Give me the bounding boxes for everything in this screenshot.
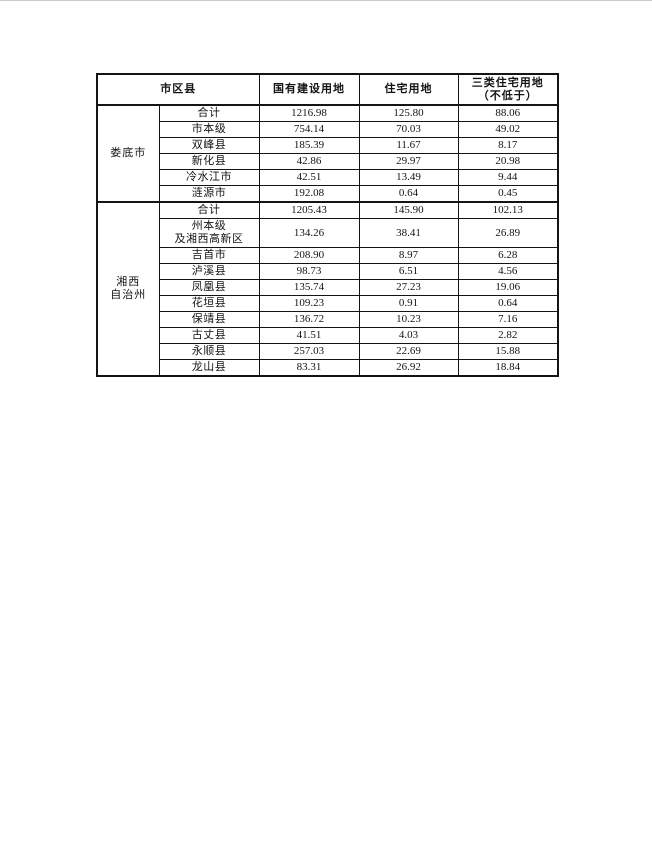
cell-construction-land: 98.73 (258, 263, 360, 280)
cell-construction-land: 1216.98 (258, 104, 360, 122)
table-row: 新化县 42.86 29.97 20.98 (97, 153, 559, 170)
cell-three-type-land: 2.82 (457, 327, 559, 344)
cell-residential-land: 70.03 (358, 121, 459, 138)
row-label: 吉首市 (158, 247, 260, 264)
row-label: 泸溪县 (158, 263, 260, 280)
row-label: 永顺县 (158, 343, 260, 360)
cell-construction-land: 192.08 (258, 185, 360, 203)
table-row: 湘西 自治州 合计 1205.43 145.90 102.13 (96, 201, 559, 377)
cell-three-type-land: 20.98 (457, 153, 559, 170)
cell-three-type-land: 0.45 (457, 185, 559, 203)
cell-residential-land: 11.67 (358, 137, 459, 154)
cell-three-type-land: 18.84 (457, 359, 559, 377)
table-header-row: 市区县 国有建设用地 住宅用地 三类住宅用地 （不低于） (96, 73, 559, 106)
cell-residential-land: 26.92 (358, 359, 459, 377)
row-label: 花垣县 (158, 295, 260, 312)
row-label: 冷水江市 (158, 169, 260, 186)
cell-construction-land: 41.51 (258, 327, 360, 344)
row-label: 保靖县 (158, 311, 260, 328)
cell-construction-land: 42.51 (258, 169, 360, 186)
cell-construction-land: 185.39 (258, 137, 360, 154)
row-label: 州本级 及湘西高新区 (158, 218, 260, 248)
cell-residential-land: 125.80 (358, 104, 459, 122)
cell-three-type-land: 26.89 (457, 218, 559, 248)
cell-residential-land: 6.51 (358, 263, 459, 280)
table-row: 保靖县 136.72 10.23 7.16 (97, 311, 559, 328)
cell-construction-land: 257.03 (258, 343, 360, 360)
cell-construction-land: 83.31 (258, 359, 360, 377)
header-construction-land: 国有建设用地 (258, 73, 360, 106)
row-label: 涟源市 (158, 185, 260, 203)
cell-residential-land: 27.23 (358, 279, 459, 296)
cell-three-type-land: 8.17 (457, 137, 559, 154)
cell-residential-land: 8.97 (358, 247, 459, 264)
cell-residential-land: 13.49 (358, 169, 459, 186)
cell-construction-land: 136.72 (258, 311, 360, 328)
table-row: 娄底市 合计 1216.98 125.80 88.06 (96, 104, 559, 203)
table-row: 市本级 754.14 70.03 49.02 (97, 121, 559, 138)
table-row: 古丈县 41.51 4.03 2.82 (97, 327, 559, 344)
cell-residential-land: 0.64 (358, 185, 459, 203)
cell-residential-land: 10.23 (358, 311, 459, 328)
cell-construction-land: 134.26 (258, 218, 360, 248)
cell-three-type-land: 102.13 (457, 201, 559, 219)
header-three-type-land: 三类住宅用地 （不低于） (457, 73, 559, 106)
cell-residential-land: 29.97 (358, 153, 459, 170)
cell-residential-land: 38.41 (358, 218, 459, 248)
table-row: 龙山县 83.31 26.92 18.84 (97, 359, 559, 377)
cell-three-type-land: 19.06 (457, 279, 559, 296)
table-row: 吉首市 208.90 8.97 6.28 (97, 247, 559, 264)
cell-three-type-land: 88.06 (457, 104, 559, 122)
row-label: 古丈县 (158, 327, 260, 344)
table-row: 双峰县 185.39 11.67 8.17 (97, 137, 559, 154)
cell-construction-land: 208.90 (258, 247, 360, 264)
row-label: 龙山县 (158, 359, 260, 377)
cell-residential-land: 0.91 (358, 295, 459, 312)
cell-construction-land: 1205.43 (258, 201, 360, 219)
cell-residential-land: 4.03 (358, 327, 459, 344)
row-label: 合计 (158, 104, 260, 122)
table-row: 泸溪县 98.73 6.51 4.56 (97, 263, 559, 280)
cell-three-type-land: 0.64 (457, 295, 559, 312)
cell-construction-land: 42.86 (258, 153, 360, 170)
cell-three-type-land: 49.02 (457, 121, 559, 138)
group-label: 湘西 自治州 (96, 201, 160, 377)
cell-construction-land: 135.74 (258, 279, 360, 296)
row-label: 市本级 (158, 121, 260, 138)
table-row: 花垣县 109.23 0.91 0.64 (97, 295, 559, 312)
table-row: 冷水江市 42.51 13.49 9.44 (97, 169, 559, 186)
cell-three-type-land: 9.44 (457, 169, 559, 186)
header-residential-land: 住宅用地 (358, 73, 459, 106)
cell-construction-land: 109.23 (258, 295, 360, 312)
cell-three-type-land: 4.56 (457, 263, 559, 280)
group-label: 娄底市 (96, 104, 160, 203)
table-row: 州本级 及湘西高新区 134.26 38.41 26.89 (97, 218, 559, 248)
row-label: 新化县 (158, 153, 260, 170)
cell-three-type-land: 6.28 (457, 247, 559, 264)
cell-construction-land: 754.14 (258, 121, 360, 138)
row-label: 合计 (158, 201, 260, 219)
header-region: 市区县 (96, 73, 260, 106)
row-label: 双峰县 (158, 137, 260, 154)
page-top-divider (0, 0, 652, 1)
table-row: 涟源市 192.08 0.64 0.45 (97, 185, 559, 203)
cell-three-type-land: 7.16 (457, 311, 559, 328)
cell-residential-land: 145.90 (358, 201, 459, 219)
row-label: 凤凰县 (158, 279, 260, 296)
table-row: 凤凰县 135.74 27.23 19.06 (97, 279, 559, 296)
cell-three-type-land: 15.88 (457, 343, 559, 360)
table-row: 永顺县 257.03 22.69 15.88 (97, 343, 559, 360)
cell-residential-land: 22.69 (358, 343, 459, 360)
land-allocation-table: 市区县 国有建设用地 住宅用地 三类住宅用地 （不低于） 娄底市 合计 1216.9… (96, 73, 559, 377)
